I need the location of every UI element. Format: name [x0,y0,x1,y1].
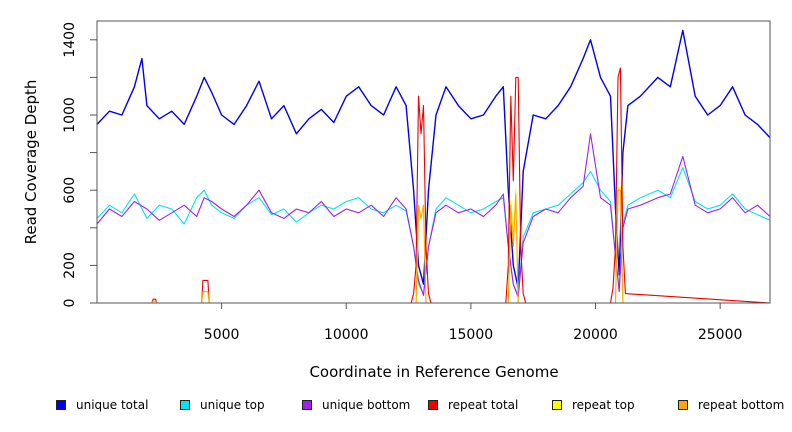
series-line-repeat-bottom [97,189,770,304]
legend-label: unique top [200,398,265,412]
repeat-total-swatch [428,400,438,410]
series-line-unique-bottom [96,133,771,298]
y-axis-title: Read Coverage Depth [22,80,40,245]
series-line-repeat-total [97,67,771,304]
unique-top-swatch [180,400,190,410]
x-tick-label: 20000 [573,327,618,343]
x-tick-label: 15000 [449,327,494,343]
legend: unique total unique top unique bottom re… [0,398,792,420]
unique-total-swatch [56,400,66,410]
legend-label: repeat bottom [698,398,785,412]
legend-item-repeat-bottom: repeat bottom [678,398,784,412]
series-line-repeat-top [97,185,770,304]
series-line-unique-top [96,167,771,297]
repeat-top-swatch [552,400,562,410]
y-tick-label: 600 [62,177,78,204]
legend-label: unique bottom [322,398,411,412]
plot-frame [96,20,771,304]
unique-bottom-swatch [302,400,312,410]
y-tick-label: 1000 [62,97,78,133]
legend-label: repeat total [448,398,519,412]
repeat-bottom-swatch [678,400,688,410]
legend-item-unique-total: unique total [56,398,148,412]
x-tick-label: 5000 [204,327,240,343]
x-tick-label: 10000 [324,327,369,343]
legend-label: repeat top [572,398,635,412]
y-tick-label: 0 [62,299,78,308]
y-tick-label: 200 [62,252,78,279]
series-layer [96,29,771,304]
legend-item-repeat-top: repeat top [552,398,635,412]
legend-label: unique total [76,398,149,412]
legend-item-unique-bottom: unique bottom [302,398,410,412]
x-tick-label: 25000 [698,327,743,343]
coverage-chart: 5000 10000 15000 20000 25000 0 200 600 1000 1400… [22,20,771,381]
legend-item-unique-top: unique top [180,398,265,412]
legend-item-repeat-total: repeat total [428,398,518,412]
series-line-unique-total [96,29,771,289]
y-tick-label: 1400 [62,22,78,58]
y-axis: 0 200 600 1000 1400 [62,22,97,307]
x-axis-title: Coordinate in Reference Genome [309,363,558,381]
x-axis: 5000 10000 15000 20000 25000 [204,303,743,343]
